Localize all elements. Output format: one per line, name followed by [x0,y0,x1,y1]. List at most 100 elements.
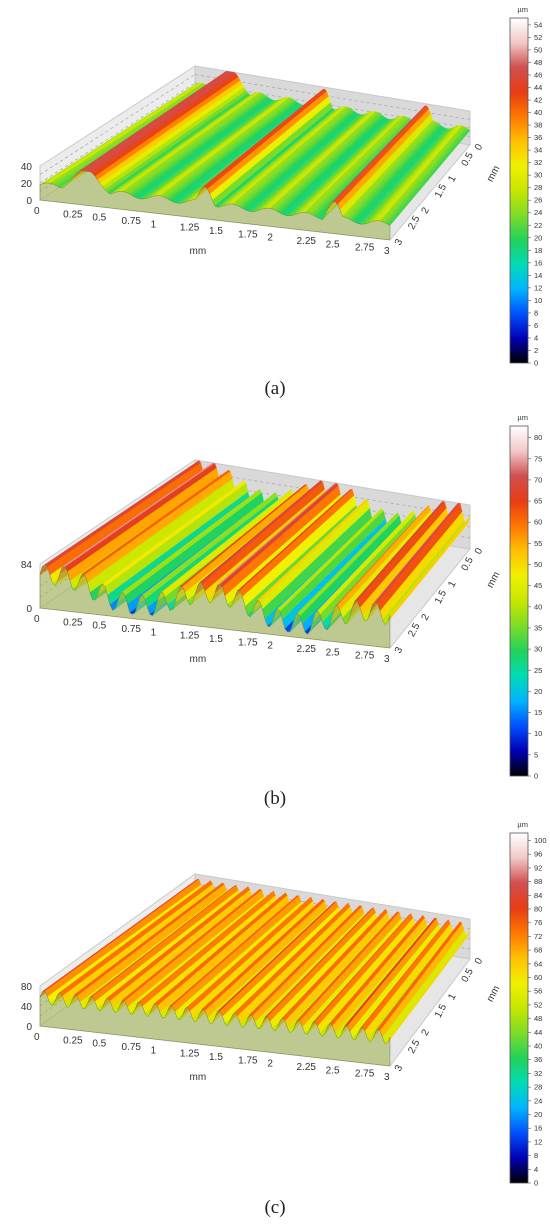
colorbar-tick-label: 8 [534,308,538,317]
y-tick-label: 0 [473,546,486,556]
caption-a: (a) [0,378,550,400]
figure-panel-b: 84 0 0 0.25 0.5 0.75 1 1.25 1.5 1.75 2 2.25 2.5 2.75 3… [0,408,550,816]
colorbar-tick-label: 10 [534,296,542,305]
x-tick-label: 0.75 [122,1042,142,1053]
colorbar-tick-label: 60 [534,518,542,527]
figure-panel-c: 80 40 0 0 0.25 0.5 0.75 1 1.25 1.5 1.75 2 2.25 2.5 2.7… [0,816,550,1224]
colorbar-tick-label: 70 [534,475,542,484]
surface [39,460,471,635]
x-tick-label: 1.75 [238,637,258,648]
colorbar-tick-label: 75 [534,454,542,463]
back-grid-line [194,74,471,120]
colorbar-tick-label: 2 [534,346,538,355]
x-tick-label: 2.25 [297,644,317,655]
z-tick-label: 0 [26,196,32,207]
colorbar-tick-label: 40 [534,602,542,611]
colorbar-tick-label: 50 [534,45,542,54]
x-tick-label: 2 [267,1059,273,1070]
y-tick-label: 2 [420,205,433,215]
x-tick-label: 0 [34,206,40,217]
colorbar-unit: µm [517,413,528,422]
colorbar-tick-label: 80 [534,905,542,914]
x-tick-label: 1 [151,627,157,638]
x-tick-label: 1.5 [209,226,223,237]
y-axis-unit: mm [485,984,503,1004]
x-tick-label: 0.75 [122,624,142,635]
colorbar-tick-label: 40 [534,108,542,117]
colorbar-tick-label: 35 [534,623,542,632]
x-tick-label: 2.5 [326,647,340,658]
surface [39,878,471,1044]
colorbar-tick-label: 42 [534,96,542,105]
caption-b: (b) [0,788,550,810]
colorbar-tick-label: 76 [534,918,542,927]
y-tick-label: 3 [393,237,406,247]
colorbar-tick-label: 84 [534,891,542,900]
y-tick-label: 0 [473,142,486,152]
x-tick-label: 3 [384,246,390,257]
colorbar-unit: µm [517,5,528,14]
colorbar-tick-label: 15 [534,708,542,717]
y-tick-label: 1 [446,992,459,1002]
colorbar-tick-label: 80 [534,433,542,442]
colorbar-tick-label: 10 [534,729,542,738]
y-tick-label: 2 [420,1027,433,1037]
colorbar-tick-label: 16 [534,1124,542,1133]
x-tick-label: 1.75 [238,1055,258,1066]
colorbar-tick-label: 56 [534,987,542,996]
x-tick-label: 0.5 [92,621,106,632]
colorbar-tick-label: 18 [534,246,542,255]
x-axis-unit: mm [190,246,207,257]
y-tick-label: 3 [393,1063,406,1073]
x-tick-label: 1 [151,219,157,230]
colorbar-tick-label: 8 [534,1151,538,1160]
colorbar-tick-label: 16 [534,258,542,267]
x-tick-label: 0.25 [63,617,83,628]
colorbar-tick-label: 30 [534,645,542,654]
colorbar-tick-label: 44 [534,1028,542,1037]
colorbar-tick-label: 48 [534,58,542,67]
colorbar-tick-label: 38 [534,121,542,130]
caption-c-text: (c) [264,1197,286,1218]
x-tick-label: 1.75 [238,229,258,240]
colorbar-tick-label: 25 [534,666,542,675]
colorbar-tick-label: 40 [534,1042,542,1051]
colorbar-tick-label: 50 [534,560,542,569]
y-axis-unit: mm [485,570,503,590]
x-tick-label: 2 [267,233,273,244]
colorbar-tick-label: 100 [534,836,547,845]
colorbar-tick-label: 46 [534,70,542,79]
colorbar [509,425,529,777]
x-tick-label: 2.75 [355,651,375,662]
colorbar-tick-label: 24 [534,208,542,217]
y-tick-label: 1 [446,579,459,589]
back-grid-line [194,82,471,129]
colorbar-tick-label: 12 [534,283,542,292]
colorbar-unit: µm [517,820,528,829]
colorbar-tick-label: 32 [534,1069,542,1078]
x-tick-label: 1.5 [209,1052,223,1063]
x-tick-label: 0.25 [63,209,83,220]
x-tick-label: 1 [151,1045,157,1056]
x-tick-label: 2.25 [297,236,317,247]
colorbar-tick-label: 72 [534,932,542,941]
y-axis-unit: mm [485,164,503,184]
z-tick-label: 0 [26,604,32,615]
colorbar-tick-label: 54 [534,20,542,29]
colorbar-tick-label: 14 [534,271,542,280]
x-tick-label: 0 [34,1032,40,1043]
x-tick-label: 2.5 [326,1065,340,1076]
colorbar-tick-label: 24 [534,1096,542,1105]
colorbar-tick-label: 92 [534,863,542,872]
left-grid-line [39,74,196,175]
z-tick-label: 0 [26,1022,32,1033]
x-tick-label: 0.25 [63,1035,83,1046]
colorbar-tick-label: 48 [534,1014,542,1023]
x-tick-label: 1.25 [180,223,200,234]
x-tick-label: 1.25 [180,1049,200,1060]
colorbar-tick-label: 60 [534,973,542,982]
colorbar-tick-label: 6 [534,321,538,330]
colorbar-tick-label: 45 [534,581,542,590]
